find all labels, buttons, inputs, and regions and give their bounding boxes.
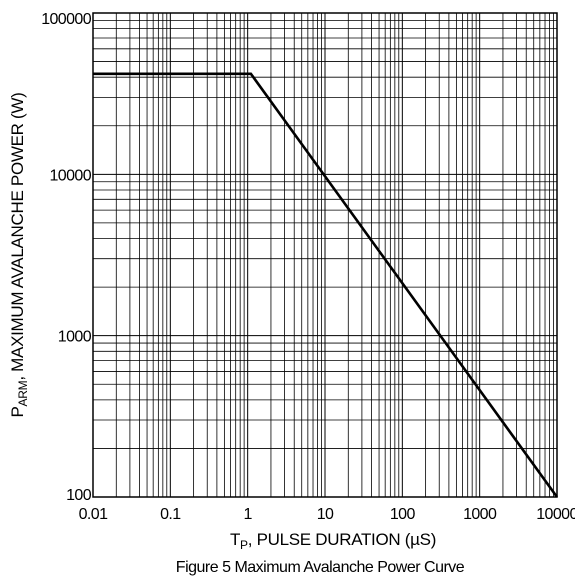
x-tick-labels: 0.01 0.1 1 10 100 1000 10000 bbox=[79, 506, 575, 523]
x-tick-label: 100 bbox=[390, 506, 416, 523]
y-tick-label: 100000 bbox=[41, 11, 91, 28]
y-axis-title-rest: , MAXIMUM AVALANCHE POWER (W) bbox=[8, 92, 27, 380]
x-tick-label: 0.01 bbox=[79, 506, 108, 523]
x-tick-label: 1000 bbox=[463, 506, 497, 523]
x-axis-title: TP, PULSE DURATION (µS) bbox=[230, 530, 436, 552]
y-tick-label: 10000 bbox=[50, 167, 92, 184]
x-tick-label: 10000 bbox=[536, 506, 575, 523]
series-layer bbox=[93, 72, 559, 498]
figure-caption: Figure 5 Maximum Avalanche Power Curve bbox=[176, 559, 465, 576]
x-tick-label: 0.1 bbox=[160, 506, 181, 523]
y-axis-title-main: P bbox=[8, 406, 27, 417]
x-tick-label: 10 bbox=[317, 506, 334, 523]
plot-frame bbox=[92, 12, 558, 498]
grid bbox=[92, 13, 557, 498]
x-axis-title-main: T bbox=[230, 530, 240, 549]
x-tick-label: 1 bbox=[244, 506, 253, 523]
y-tick-labels: 100 1000 10000 100000 bbox=[41, 11, 92, 504]
y-tick-label: 100 bbox=[66, 487, 92, 504]
y-axis-title-sub: ARM bbox=[16, 380, 30, 406]
y-axis-title: PARM, MAXIMUM AVALANCHE POWER (W) bbox=[8, 92, 30, 417]
series-line bbox=[93, 72, 559, 498]
y-tick-label: 1000 bbox=[58, 329, 92, 346]
x-axis-title-rest: , PULSE DURATION (µS) bbox=[248, 530, 436, 549]
x-axis-title-sub: P bbox=[240, 538, 248, 552]
